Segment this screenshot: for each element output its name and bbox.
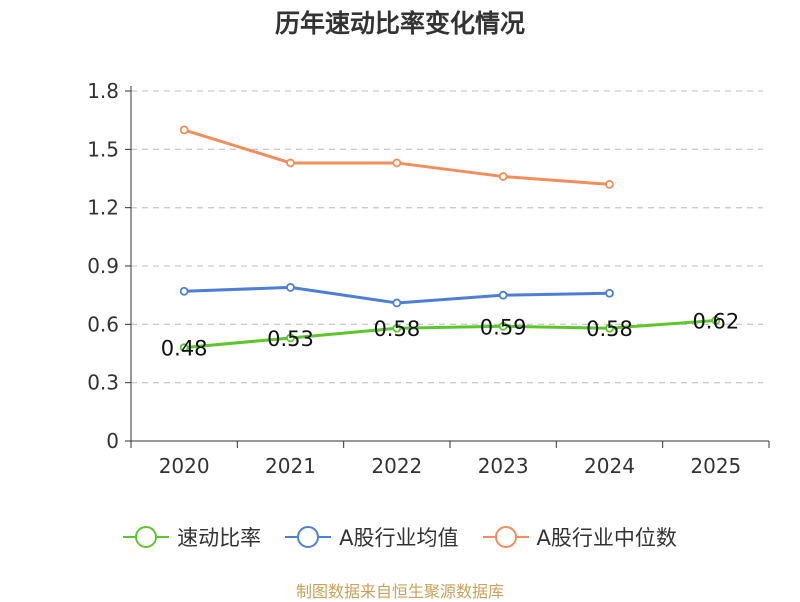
data-point bbox=[286, 282, 295, 292]
legend-marker-icon bbox=[285, 525, 332, 549]
x-tick-label: 2023 bbox=[478, 454, 529, 478]
y-tick-label: 0.6 bbox=[87, 312, 119, 336]
series bbox=[179, 125, 721, 353]
data-point bbox=[179, 125, 189, 135]
legend-label: 速动比率 bbox=[177, 526, 262, 550]
y-tick-label: 0.9 bbox=[87, 254, 119, 278]
data-label: 0.58 bbox=[373, 317, 420, 341]
y-tick-label: 1.5 bbox=[87, 137, 119, 161]
legend-label: A股行业均值 bbox=[339, 526, 459, 550]
data-point bbox=[711, 316, 721, 325]
data-label: 0.58 bbox=[586, 317, 633, 341]
y-tick-label: 1.8 bbox=[87, 79, 119, 103]
y-tick-label: 1.2 bbox=[87, 196, 119, 220]
x-tick-label: 2020 bbox=[159, 454, 210, 478]
legend-marker-icon bbox=[123, 525, 170, 549]
x-tick-label: 2024 bbox=[584, 454, 635, 478]
legend-item[interactable]: A股行业中位数 bbox=[482, 522, 677, 552]
data-point bbox=[498, 172, 508, 181]
x-tick-label: 2021 bbox=[265, 454, 316, 478]
data-point bbox=[498, 290, 508, 300]
y-tick-label: 0 bbox=[106, 429, 119, 453]
data-label: 0.62 bbox=[692, 309, 739, 333]
series-line bbox=[184, 318, 716, 350]
axes: 0 0.3 0.6 0.9 1.2 1.5 1.8 2020 2021 2022 2023 2024 2… bbox=[87, 79, 770, 478]
data-point bbox=[605, 288, 614, 298]
x-tick-label: 2022 bbox=[371, 454, 422, 478]
data-point bbox=[392, 298, 402, 308]
series-line bbox=[183, 128, 610, 186]
grid-lines bbox=[131, 90, 763, 384]
data-point bbox=[605, 323, 614, 333]
data-point bbox=[392, 158, 402, 168]
legend: 速动比率 A股行业均值 A股行业中位数 bbox=[0, 520, 800, 554]
data-point bbox=[179, 286, 189, 296]
chart-title: 历年速动比率变化情况 bbox=[274, 9, 525, 38]
legend-item[interactable]: A股行业均值 bbox=[285, 522, 459, 552]
data-labels: 0.48 0.53 0.58 0.59 0.58 0.62 bbox=[161, 309, 739, 360]
data-label: 0.59 bbox=[480, 315, 527, 339]
legend-label: A股行业中位数 bbox=[536, 526, 677, 550]
legend-item[interactable]: 速动比率 bbox=[123, 522, 261, 552]
x-tick-label: 2025 bbox=[690, 454, 741, 478]
data-label: 0.48 bbox=[161, 337, 208, 361]
data-point bbox=[286, 333, 295, 343]
data-point bbox=[392, 323, 402, 333]
y-tick-label: 0.3 bbox=[87, 371, 119, 395]
legend-marker-icon bbox=[482, 525, 529, 549]
data-label: 0.53 bbox=[267, 327, 314, 351]
data-point bbox=[179, 343, 189, 353]
data-point bbox=[498, 321, 508, 331]
data-point bbox=[605, 179, 614, 189]
data-point bbox=[286, 158, 295, 168]
source-note: 制图数据来自恒生聚源数据库 bbox=[295, 582, 504, 601]
